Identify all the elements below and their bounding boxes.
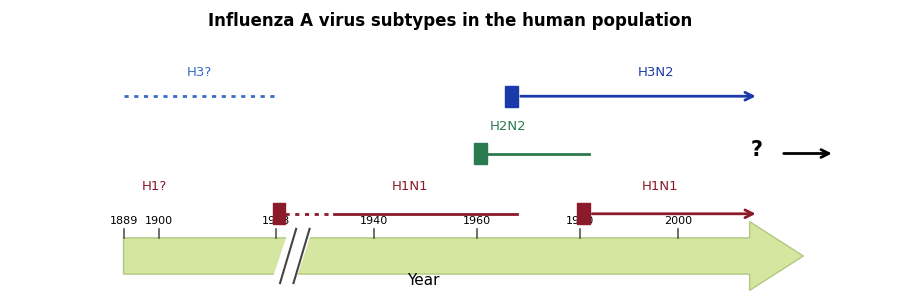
Text: 1889: 1889 xyxy=(109,216,138,226)
Bar xyxy=(505,86,518,107)
Text: Year: Year xyxy=(407,273,439,288)
Text: H1?: H1? xyxy=(142,180,167,193)
Text: H1N1: H1N1 xyxy=(392,180,428,193)
Polygon shape xyxy=(123,222,804,290)
Text: 2000: 2000 xyxy=(664,216,692,226)
Bar xyxy=(577,203,590,224)
Text: ?: ? xyxy=(751,141,763,161)
Text: Influenza A virus subtypes in the human population: Influenza A virus subtypes in the human … xyxy=(208,12,692,30)
Text: H1N1: H1N1 xyxy=(642,180,679,193)
Text: 1980: 1980 xyxy=(565,216,594,226)
Text: 1940: 1940 xyxy=(360,216,388,226)
Text: H3?: H3? xyxy=(187,66,212,79)
Text: 1960: 1960 xyxy=(463,216,491,226)
Bar xyxy=(474,143,487,164)
Bar xyxy=(273,203,285,224)
Text: 1918: 1918 xyxy=(262,216,290,226)
Text: 1900: 1900 xyxy=(145,216,174,226)
Text: H2N2: H2N2 xyxy=(490,120,526,133)
Text: H3N2: H3N2 xyxy=(637,66,674,79)
